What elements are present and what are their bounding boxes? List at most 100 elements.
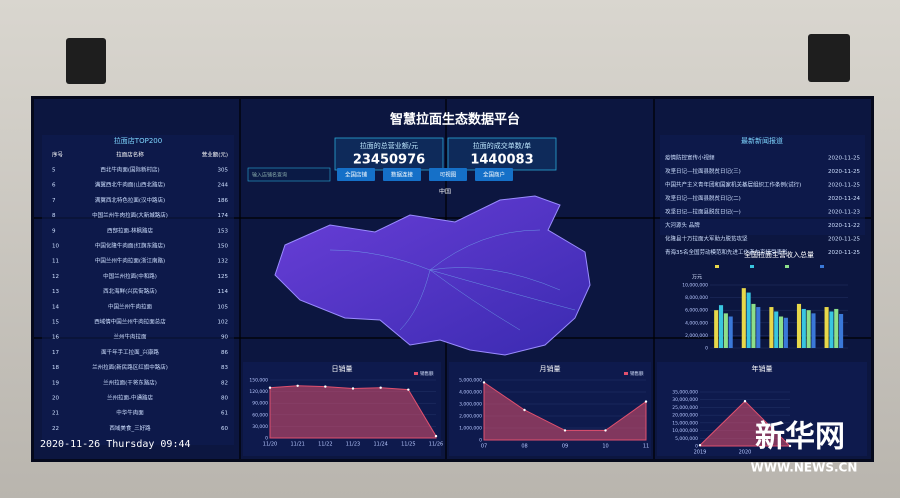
table-cell: 102 [218, 320, 229, 326]
news-date: 2020-11-24 [828, 196, 860, 202]
button-label[interactable]: 全国店铺 [345, 171, 368, 179]
table-cell: 满翼西北牛肉面(山西北路店) [95, 181, 165, 189]
y-tick-label: 35,000,000 [672, 390, 698, 396]
button-label[interactable]: 数据连接 [391, 171, 414, 179]
table-cell: 中华牛肉面 [116, 409, 144, 417]
table-cell: 7 [52, 198, 56, 204]
button[interactable] [475, 168, 513, 181]
bar [756, 307, 761, 348]
table-cell: 西域美食_三好路 [109, 424, 151, 432]
table-cell: 125 [218, 274, 229, 280]
map-label: 中国 [439, 188, 451, 196]
news-item: 攻坚日记—拉面县脱贫日记(一) [665, 208, 741, 216]
title: 智慧拉面生态数据平台 [390, 112, 520, 128]
table-cell: 18 [52, 365, 59, 371]
news-item: 化隆县十万拉面大军助力脱贫攻坚 [665, 235, 748, 243]
y-tick-label: 15,000,000 [672, 420, 698, 426]
table-cell: 90 [221, 335, 228, 341]
china-map [274, 195, 591, 356]
y-tick-label: 8,000,000 [685, 295, 708, 301]
legend-label: 销售额 [420, 370, 434, 377]
point [379, 386, 382, 389]
y-tick-label: 30,000 [252, 424, 268, 430]
legend-swatch [785, 265, 789, 268]
y-tick-label: 120,000 [249, 389, 268, 395]
point [351, 387, 355, 390]
x-tick-label: 11/24 [373, 442, 387, 448]
table-cell: 中国兰州牛肉拉面(浙江南路) [95, 257, 165, 265]
legend-swatch [750, 265, 754, 268]
news-date: 2020-11-25 [828, 183, 860, 189]
y-tick-label: 0 [695, 444, 698, 450]
x-tick-label: 08 [521, 444, 527, 450]
point [407, 388, 410, 391]
table-cell: 150 [218, 244, 229, 250]
x-tick-label: 2019 [694, 450, 707, 456]
y-tick-label: 2,000,000 [685, 333, 708, 339]
table-cell: 15 [52, 320, 59, 326]
table-cell: 12 [52, 274, 59, 280]
speaker [808, 34, 850, 82]
point [644, 400, 648, 403]
news-item: 攻坚日记—拉面县脱贫日记(二) [665, 194, 741, 202]
bar [811, 313, 816, 348]
point [563, 429, 567, 432]
unit-label: 万元 [692, 275, 702, 281]
news-panel [660, 135, 865, 235]
table-cell: 11 [52, 259, 59, 265]
y-tick-label: 20,000,000 [672, 413, 698, 419]
legend-swatch [624, 372, 628, 375]
table-cell: 244 [218, 183, 229, 189]
bar [774, 311, 779, 348]
bar [714, 310, 719, 348]
y-tick-label: 6,000,000 [685, 308, 708, 314]
point [482, 381, 486, 384]
stat-value: 23450976 [353, 153, 425, 168]
button-label[interactable]: 可视图 [440, 171, 457, 179]
point [268, 386, 272, 389]
button-label[interactable]: 全国商户 [483, 171, 505, 179]
area [483, 381, 647, 441]
table-cell: 16 [52, 335, 59, 341]
stat-label: 拉面的总营业额/元 [360, 141, 418, 150]
table-cell: 61 [221, 411, 228, 417]
point [523, 408, 526, 412]
x-tick-label: 10 [602, 444, 608, 450]
y-tick-label: 30,000,000 [672, 397, 698, 403]
bar [829, 311, 834, 348]
y-tick-label: 1,000,000 [459, 426, 482, 432]
speaker [66, 38, 106, 84]
table-cell: 83 [221, 365, 228, 371]
bar [796, 303, 802, 348]
search-box[interactable] [247, 167, 331, 182]
table-cell: 22 [52, 426, 59, 432]
bar [751, 303, 756, 348]
point [324, 385, 327, 388]
table-header: 序号 [52, 151, 64, 159]
y-tick-label: 25,000,000 [672, 405, 698, 411]
table-cell: 114 [218, 289, 229, 295]
bar [839, 313, 844, 348]
table-cell: 21 [52, 411, 59, 417]
table-cell: 9 [52, 228, 56, 234]
table-cell: 西域情中国兰州牛肉拉面总店 [94, 318, 166, 326]
flow-lines [329, 229, 576, 331]
table-cell: 中国兰州牛肉拉面 [108, 302, 153, 310]
x-tick-label: 11/23 [346, 442, 360, 448]
button[interactable] [383, 168, 421, 181]
button[interactable] [429, 168, 467, 181]
button[interactable] [337, 168, 375, 181]
news-date: 2020-11-25 [828, 250, 860, 256]
bar [783, 317, 788, 348]
stat-box [447, 137, 557, 171]
y-tick-label: 10,000,000 [682, 283, 708, 289]
table-cell: 60 [221, 426, 228, 432]
chart-title: 日销量 [332, 364, 353, 373]
news-date: 2020-11-25 [828, 156, 860, 162]
table-cell: 6 [52, 183, 56, 189]
bar [769, 307, 774, 348]
x-tick-label: 11/22 [318, 442, 332, 448]
chart-title: 月销量 [540, 364, 561, 373]
news-item: 青海35名全国劳动模范和先进工作者在京接受表彰 [665, 248, 788, 256]
